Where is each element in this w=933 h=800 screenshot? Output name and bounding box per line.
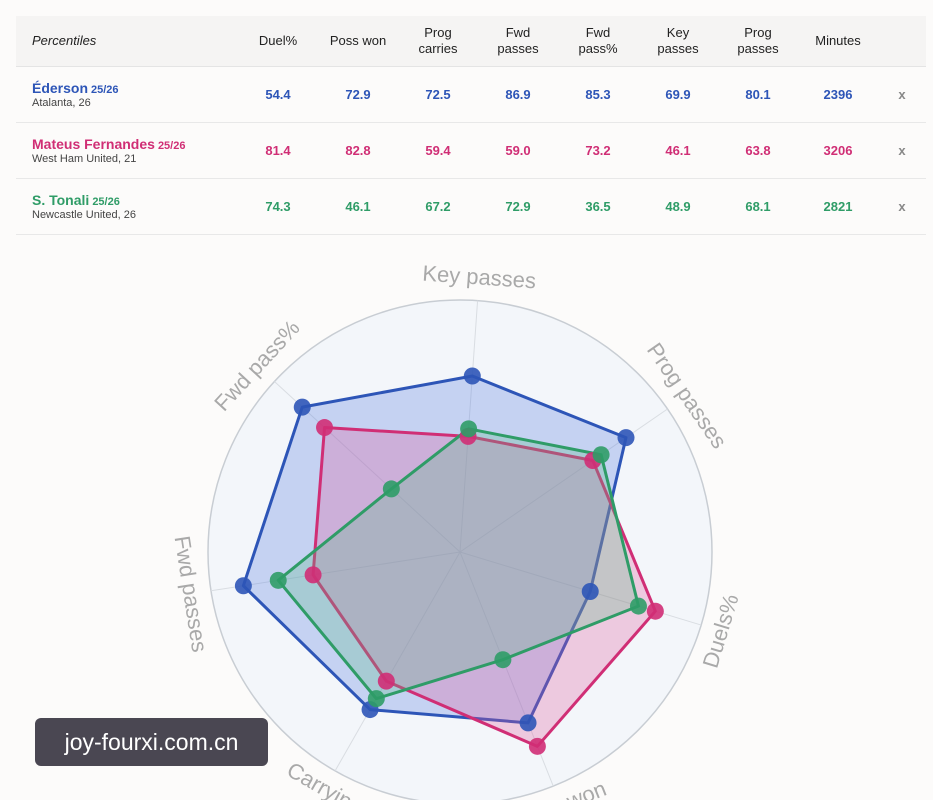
header-col-4: Fwd pass% [558, 16, 638, 67]
player-season: 25/26 [91, 84, 119, 96]
stat-cell: 63.8 [718, 122, 798, 179]
stat-cell: 2396 [798, 66, 878, 123]
radar-series-2 [276, 427, 640, 701]
radar-point[interactable] [269, 571, 287, 589]
stat-cell: 59.4 [398, 122, 478, 179]
stat-cell: 46.1 [638, 122, 718, 179]
header-col-2-line1: Prog [424, 25, 452, 40]
stat-cell: 80.1 [718, 66, 798, 123]
radar-series-0 [241, 374, 628, 725]
header-col-3: Fwd passes [478, 16, 558, 67]
radar-point[interactable] [316, 419, 334, 437]
header-col-6: Prog passes [718, 16, 798, 67]
radar-point[interactable] [463, 367, 481, 385]
stat-cell: 59.0 [478, 122, 558, 179]
header-col-5-line2: passes [657, 41, 699, 56]
axis-label: Key passes [422, 261, 537, 294]
radar-point[interactable] [460, 420, 478, 438]
radar-point[interactable] [367, 690, 385, 708]
radar-point[interactable] [629, 597, 647, 615]
player-name[interactable]: Éderson [32, 80, 89, 96]
player-club: West Ham United, 21 [32, 153, 137, 165]
player-cell: Mateus Fernandes 25/26 West Ham United, 21 [16, 122, 238, 179]
radar-spoke [334, 551, 461, 772]
radar-point[interactable] [581, 582, 599, 600]
stat-cell: 73.2 [558, 122, 638, 179]
radar-spoke [210, 551, 461, 592]
header-col-1: Poss won [318, 16, 398, 67]
header-col-3-line1: Fwd [505, 25, 531, 40]
header-col-2: Prog carries [398, 16, 478, 67]
remove-player-button[interactable]: x [878, 66, 926, 123]
axis-label: Fwd passes [170, 534, 213, 654]
player-club: Newcastle United, 26 [32, 209, 136, 221]
header-col-4-line1: Fwd [585, 25, 611, 40]
remove-player-button[interactable]: x [878, 122, 926, 179]
player-season: 25/26 [92, 196, 120, 208]
stat-cell: 54.4 [238, 66, 318, 123]
table-row: Éderson 25/26 Atalanta, 26 54.4 72.9 72.5 86.9… [16, 66, 926, 123]
stat-cell: 67.2 [398, 178, 478, 235]
radar-point[interactable] [519, 714, 537, 732]
radar-point[interactable] [646, 602, 664, 620]
remove-player-button[interactable]: x [878, 178, 926, 235]
table-header-row: Percentiles Duel% Poss won Prog carries Fwd p… [16, 16, 926, 67]
radar-point[interactable] [234, 577, 252, 595]
player-cell: S. Tonali 25/26 Newcastle United, 26 [16, 178, 238, 235]
stat-cell: 86.9 [478, 66, 558, 123]
stat-cell: 72.5 [398, 66, 478, 123]
radar-point[interactable] [304, 566, 322, 584]
radar-series-1 [311, 426, 657, 748]
header-col-7: Minutes [798, 16, 878, 67]
header-col-6-line1: Prog [744, 25, 772, 40]
radar-point[interactable] [528, 737, 546, 755]
stat-cell: 48.9 [638, 178, 718, 235]
header-col-4-line2: pass% [578, 41, 618, 56]
stat-cell: 74.3 [238, 178, 318, 235]
table-row: S. Tonali 25/26 Newcastle United, 26 74.3 46… [16, 178, 926, 235]
header-percentiles: Percentiles [16, 16, 238, 67]
stat-cell: 69.9 [638, 66, 718, 123]
header-col-3-line2: passes [497, 41, 539, 56]
radar-point[interactable] [382, 480, 400, 498]
watermark: joy-fourxi.com.cn [35, 718, 268, 766]
stat-cell: 72.9 [478, 178, 558, 235]
radar-point[interactable] [377, 672, 395, 690]
stat-cell: 81.4 [238, 122, 318, 179]
player-cell: Éderson 25/26 Atalanta, 26 [16, 66, 238, 123]
stat-cell: 85.3 [558, 66, 638, 123]
header-col-7-line1: Minutes [815, 33, 861, 48]
header-col-2-line2: carries [418, 41, 458, 56]
percentiles-table: Percentiles Duel% Poss won Prog carries Fwd p… [16, 16, 926, 235]
header-col-0: Duel% [238, 16, 318, 67]
radar-point[interactable] [617, 429, 635, 447]
table-row: Mateus Fernandes 25/26 West Ham United, 21… [16, 122, 926, 179]
stat-cell: 46.1 [318, 178, 398, 235]
player-name[interactable]: Mateus Fernandes [32, 136, 155, 152]
header-col-1-line1: Poss won [329, 33, 387, 48]
radar-point[interactable] [293, 398, 311, 416]
radar-point[interactable] [592, 446, 610, 464]
player-club: Atalanta, 26 [32, 97, 91, 109]
header-col-0-line1: Duel% [258, 33, 298, 48]
header-col-6-line2: passes [737, 41, 779, 56]
stat-cell: 68.1 [718, 178, 798, 235]
header-col-5-line1: Key [666, 25, 690, 40]
stat-cell: 36.5 [558, 178, 638, 235]
header-col-5: Key passes [638, 16, 718, 67]
stat-cell: 2821 [798, 178, 878, 235]
player-name[interactable]: S. Tonali [32, 192, 90, 208]
stat-cell: 82.8 [318, 122, 398, 179]
player-season: 25/26 [157, 140, 186, 152]
header-remove-col [878, 16, 926, 67]
radar-point[interactable] [494, 651, 512, 669]
stat-cell: 72.9 [318, 66, 398, 123]
stat-cell: 3206 [798, 122, 878, 179]
